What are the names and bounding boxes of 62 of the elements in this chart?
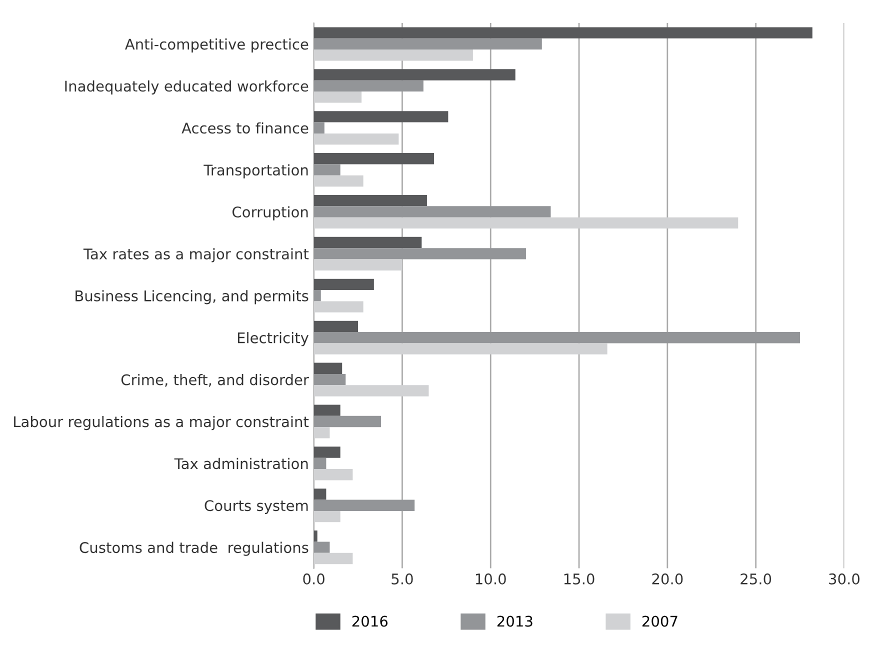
y-tick-label: Business Licencing, and permits [76,290,308,304]
bar [314,278,374,290]
bar [314,362,342,374]
bar [314,290,321,302]
bar [314,133,399,145]
bar [314,427,330,438]
bar [314,122,324,134]
bar [314,27,812,38]
bar [314,343,608,354]
bar [314,92,362,103]
y-tick-label: Inadequately educated workforce [65,80,308,94]
y-tick-label: Transportation [204,164,308,178]
y-tick-label: Electricity [238,332,309,346]
y-tick-label: Tax administration [174,458,308,470]
bar [314,111,448,122]
x-tick-label: 15.0 [564,573,594,584]
bar [314,446,340,458]
x-tick-label: 30.0 [829,573,860,584]
bar [314,175,364,187]
bar [314,80,424,92]
bar [314,458,326,470]
bar [314,530,318,542]
bar [314,206,551,218]
bar [314,510,340,522]
bar [314,259,402,270]
y-tick-label: Courts system [204,500,308,514]
x-tick-label: 25.0 [740,573,772,584]
bar [314,217,738,229]
bar [314,488,326,500]
bar [314,500,415,511]
bar [314,552,353,564]
y-tick-label: Customs and trade regulations [80,542,308,556]
bar [314,164,340,176]
bar [314,153,434,164]
bar [314,320,358,332]
y-tick-label: Crime, theft, and disorder [121,374,309,387]
bar [314,194,427,206]
bar [314,236,422,248]
bar [314,38,542,50]
bar [314,404,340,416]
y-tick-label: Tax rates as a major constraint [83,248,309,262]
bar [314,416,382,428]
y-tick-label: Anti-competitive prectice [124,38,308,53]
bar [314,69,516,80]
bar [314,374,346,386]
bar [314,301,364,312]
x-tick-label: 10.0 [476,573,506,584]
bar [314,332,800,344]
x-tick-label: 0.0 [303,573,324,584]
bar [314,50,473,61]
y-tick-label: Labour regulations as a major constraint [14,416,309,430]
legend-label: 2016 [352,616,388,627]
y-tick-label: Corruption [232,206,308,220]
legend-label: 2007 [642,616,678,627]
bar [314,385,429,396]
bar [314,469,353,480]
legend-label: 2013 [497,616,532,627]
bar [314,248,526,260]
x-tick-label: 20.0 [652,573,683,584]
y-tick-label: Access to finance [182,122,308,134]
x-tick-label: 5.0 [392,573,413,584]
bar [314,542,330,553]
